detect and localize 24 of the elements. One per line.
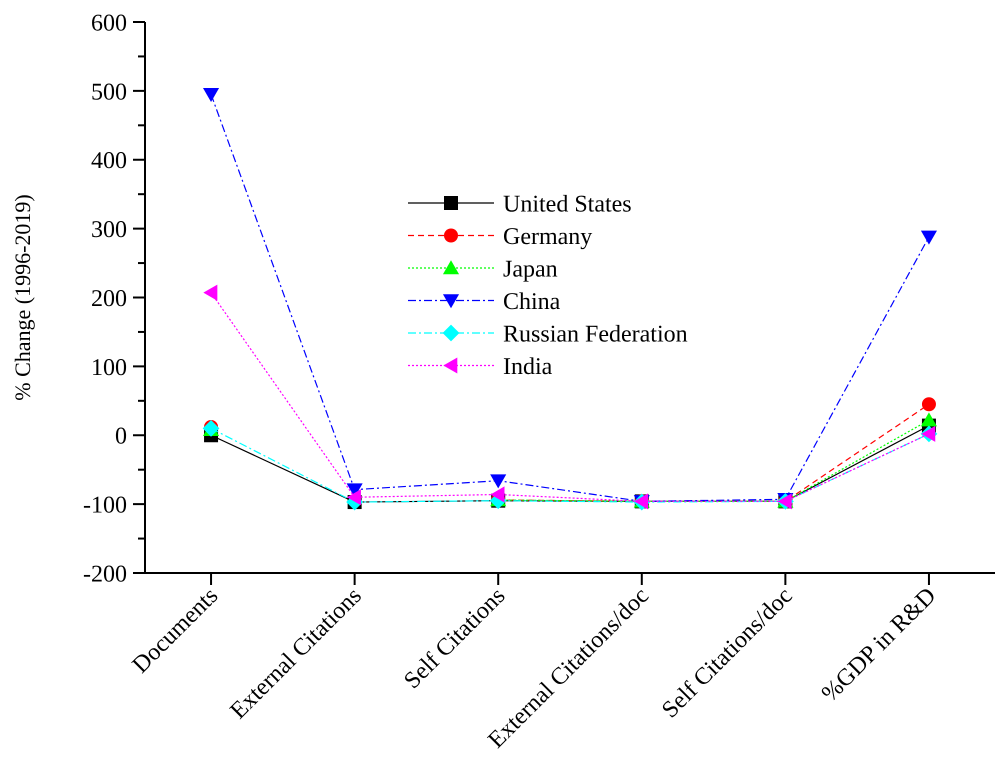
point (202, 88, 220, 102)
y-tick-label: -100 (83, 492, 127, 519)
point (920, 412, 938, 426)
y-tick-label: 500 (91, 79, 127, 106)
y-tick-label: -200 (83, 561, 127, 588)
point (490, 474, 506, 488)
y-tick-label: 0 (115, 424, 127, 450)
legend-label: Germany (503, 224, 592, 250)
legend-label: India (503, 354, 553, 380)
legend-label: United States (503, 191, 632, 218)
y-tick-label: 600 (91, 10, 127, 36)
y-tick-label: 300 (91, 217, 127, 244)
legend-label: Russian Federation (503, 321, 688, 348)
y-tick-label: 200 (91, 286, 127, 312)
point (922, 397, 936, 412)
legend-label: Japan (503, 256, 558, 282)
y-tick-label: 100 (91, 354, 127, 381)
y-axis-title: % Change (1996-2019) (10, 194, 35, 401)
point (920, 230, 938, 245)
point (346, 489, 361, 506)
y-tick-label: 400 (91, 148, 127, 174)
legend-label: China (503, 288, 561, 315)
point (490, 486, 505, 503)
point (203, 284, 218, 301)
